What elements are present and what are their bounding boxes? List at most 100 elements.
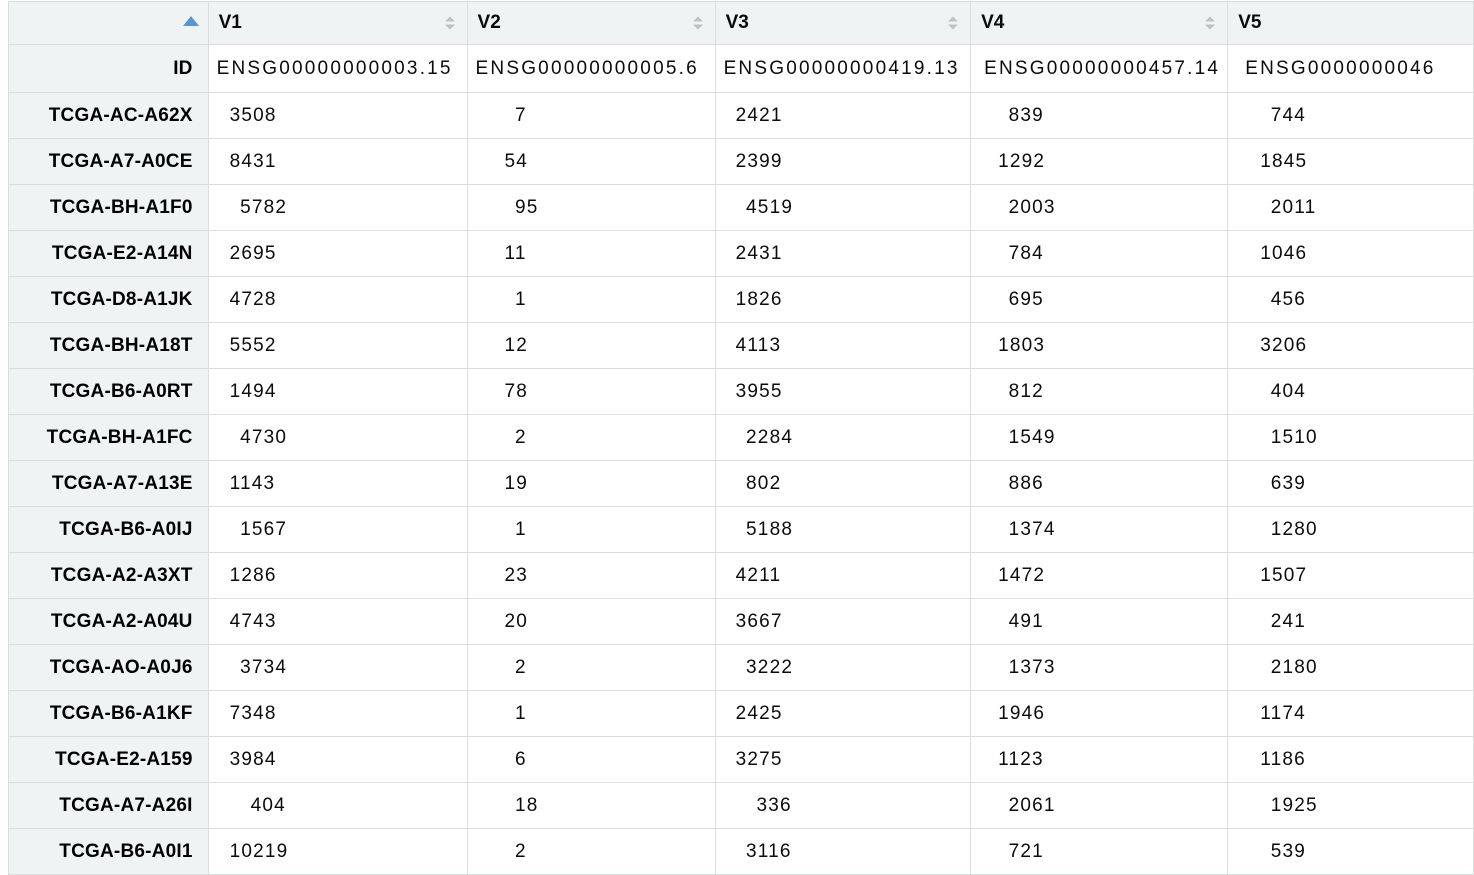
sort-up-arrow bbox=[1205, 16, 1216, 22]
table-cell: 3508 bbox=[207, 92, 468, 139]
table-cell: 5782 bbox=[207, 184, 468, 231]
table-cell: 19 bbox=[466, 460, 716, 507]
data-table: V1 V2 V3 V4 V5 ID ENSG00000000003.15 ENS… bbox=[8, 1, 1474, 875]
table-row: TCGA-A7-A13E 1143 19 802 886 639 bbox=[8, 460, 1474, 507]
sort-down-arrow bbox=[692, 24, 703, 30]
row-name: TCGA-AC-A62X bbox=[8, 92, 209, 139]
table-cell: 491 bbox=[970, 598, 1229, 645]
row-name: TCGA-B6-A1KF bbox=[8, 690, 209, 737]
row-name: TCGA-E2-A14N bbox=[8, 230, 209, 277]
corner-header-cell[interactable] bbox=[8, 1, 209, 45]
column-header-v4[interactable]: V4 bbox=[970, 1, 1229, 45]
table-row: TCGA-E2-A159 3984 6 3275 1123 1186 bbox=[8, 736, 1474, 783]
table-cell: 1 bbox=[466, 506, 716, 553]
table-cell: 2011 bbox=[1227, 184, 1474, 231]
table-cell: 1925 bbox=[1227, 782, 1474, 829]
sort-toggle-icon bbox=[444, 16, 455, 30]
table-cell: 784 bbox=[970, 230, 1229, 277]
table-cell: 7348 bbox=[207, 690, 468, 737]
row-name: TCGA-BH-A18T bbox=[8, 322, 209, 369]
column-header-v5[interactable]: V5 bbox=[1227, 1, 1474, 45]
table-cell: 812 bbox=[970, 368, 1229, 415]
table-cell: 2421 bbox=[714, 92, 972, 139]
table-row: TCGA-AO-A0J6 3734 2 3222 1373 2180 bbox=[8, 644, 1474, 691]
sort-down-arrow bbox=[444, 24, 455, 30]
table-cell: 1567 bbox=[207, 506, 468, 553]
table-cell: 23 bbox=[466, 552, 716, 599]
sort-up-arrow bbox=[444, 16, 455, 22]
table-cell: 4211 bbox=[714, 552, 972, 599]
row-name: TCGA-B6-A0RT bbox=[8, 368, 209, 415]
table-cell: 886 bbox=[970, 460, 1229, 507]
data-table-viewport: V1 V2 V3 V4 V5 ID ENSG00000000003.15 ENS… bbox=[8, 1, 1474, 875]
column-header-label: V5 bbox=[1238, 12, 1262, 33]
table-cell: 20 bbox=[466, 598, 716, 645]
column-header-v2[interactable]: V2 bbox=[466, 1, 716, 45]
row-name: TCGA-A2-A04U bbox=[8, 598, 209, 645]
table-cell: 5552 bbox=[207, 322, 468, 369]
table-cell: 3275 bbox=[714, 736, 972, 783]
table-cell: 1 bbox=[466, 690, 716, 737]
table-row: TCGA-AC-A62X 3508 7 2421 839 744 bbox=[8, 92, 1474, 139]
row-name: TCGA-A7-A13E bbox=[8, 460, 209, 507]
sort-up-arrow bbox=[692, 16, 703, 22]
table-cell: 3955 bbox=[714, 368, 972, 415]
table-cell: 54 bbox=[466, 138, 716, 185]
id-row-label: ID bbox=[8, 44, 209, 93]
table-cell: 2431 bbox=[714, 230, 972, 277]
table-cell: 4519 bbox=[714, 184, 972, 231]
sort-down-arrow bbox=[1205, 24, 1216, 30]
table-cell: 10219 bbox=[207, 828, 468, 875]
id-cell: ENSG00000000005.6 bbox=[466, 44, 716, 93]
id-row: ID ENSG00000000003.15 ENSG00000000005.6 … bbox=[8, 44, 1474, 93]
row-name: TCGA-A7-A26I bbox=[8, 782, 209, 829]
table-cell: 404 bbox=[1227, 368, 1474, 415]
table-cell: 1946 bbox=[970, 690, 1229, 737]
table-cell: 456 bbox=[1227, 276, 1474, 323]
table-cell: 802 bbox=[714, 460, 972, 507]
table-cell: 1174 bbox=[1227, 690, 1474, 737]
table-cell: 1286 bbox=[207, 552, 468, 599]
table-cell: 1292 bbox=[970, 138, 1229, 185]
table-cell: 4728 bbox=[207, 276, 468, 323]
table-cell: 4743 bbox=[207, 598, 468, 645]
table-row: TCGA-B6-A0I1 10219 2 3116 721 539 bbox=[8, 828, 1474, 875]
table-cell: 3222 bbox=[714, 644, 972, 691]
table-cell: 695 bbox=[970, 276, 1229, 323]
table-row: TCGA-D8-A1JK 4728 1 1826 695 456 bbox=[8, 276, 1474, 323]
table-row: TCGA-BH-A1FC 4730 2 2284 1549 1510 bbox=[8, 414, 1474, 461]
column-header-v1[interactable]: V1 bbox=[207, 1, 468, 45]
table-cell: 1826 bbox=[714, 276, 972, 323]
table-cell: 2695 bbox=[207, 230, 468, 277]
row-name: TCGA-D8-A1JK bbox=[8, 276, 209, 323]
table-cell: 12 bbox=[466, 322, 716, 369]
column-header-label: V4 bbox=[981, 12, 1005, 33]
table-row: TCGA-A2-A3XT 1286 23 4211 1472 1507 bbox=[8, 552, 1474, 599]
table-cell: 1845 bbox=[1227, 138, 1474, 185]
table-cell: 1549 bbox=[970, 414, 1229, 461]
sort-toggle-icon bbox=[948, 16, 959, 30]
table-row: TCGA-A2-A04U 4743 20 3667 491 241 bbox=[8, 598, 1474, 645]
table-cell: 2 bbox=[466, 644, 716, 691]
table-cell: 3667 bbox=[714, 598, 972, 645]
row-name: TCGA-B6-A0I1 bbox=[8, 828, 209, 875]
table-cell: 1 bbox=[466, 276, 716, 323]
row-name: TCGA-A7-A0CE bbox=[8, 138, 209, 185]
row-name: TCGA-A2-A3XT bbox=[8, 552, 209, 599]
table-row: TCGA-B6-A0RT 1494 78 3955 812 404 bbox=[8, 368, 1474, 415]
table-cell: 721 bbox=[970, 828, 1229, 875]
column-header-label: V1 bbox=[218, 12, 242, 33]
table-cell: 1143 bbox=[207, 460, 468, 507]
column-header-label: V2 bbox=[477, 12, 501, 33]
table-cell: 2284 bbox=[714, 414, 972, 461]
table-cell: 1472 bbox=[970, 552, 1229, 599]
column-header-v3[interactable]: V3 bbox=[714, 1, 972, 45]
sort-toggle-icon bbox=[692, 16, 703, 30]
row-name: TCGA-BH-A1FC bbox=[8, 414, 209, 461]
table-row: TCGA-B6-A1KF 7348 1 2425 1946 1174 bbox=[8, 690, 1474, 737]
id-cell: ENSG00000000003.15 bbox=[207, 44, 468, 93]
table-cell: 539 bbox=[1227, 828, 1474, 875]
table-cell: 11 bbox=[466, 230, 716, 277]
table-cell: 744 bbox=[1227, 92, 1474, 139]
table-cell: 2425 bbox=[714, 690, 972, 737]
